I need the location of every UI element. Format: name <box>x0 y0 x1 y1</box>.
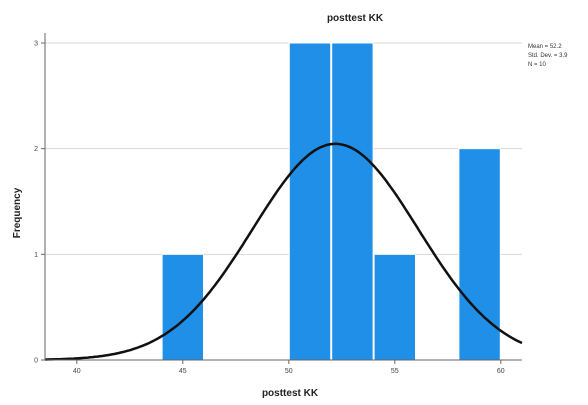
histogram-bar-2 <box>288 42 332 361</box>
x-tick-label-55: 55 <box>391 368 399 375</box>
y-tick-label-2: 2 <box>34 146 38 153</box>
chart-title: posttest KK <box>327 13 384 24</box>
histogram-bars <box>161 42 501 361</box>
axes <box>44 33 522 361</box>
normal-curve <box>45 142 523 361</box>
histogram-bar-5 <box>458 148 501 361</box>
stats-std-dev: Std. Dev. = 3.9 <box>528 53 568 59</box>
y-tick-label-1: 1 <box>34 252 38 259</box>
y-tick-label-3: 3 <box>34 41 38 48</box>
y-tick-labels: 0 1 2 3 <box>34 41 45 365</box>
x-tick-label-50: 50 <box>285 368 293 375</box>
stats-box: Mean = 52.2 Std. Dev. = 3.9 N = 10 <box>528 44 568 68</box>
grid-lines <box>45 42 522 255</box>
x-tick-label-40: 40 <box>73 368 81 375</box>
x-tick-label-60: 60 <box>497 368 505 375</box>
x-tick-labels: 40 45 50 55 60 <box>73 360 505 375</box>
stats-mean: Mean = 52.2 <box>528 44 562 50</box>
y-tick-label-0: 0 <box>34 358 38 365</box>
x-axis-title: posttest KK <box>262 388 319 399</box>
histogram-bar-4 <box>373 253 417 361</box>
stats-n: N = 10 <box>528 62 547 68</box>
histogram-bar-3 <box>331 42 374 361</box>
y-axis-title: Frequency <box>12 187 23 238</box>
x-tick-label-45: 45 <box>179 368 187 375</box>
